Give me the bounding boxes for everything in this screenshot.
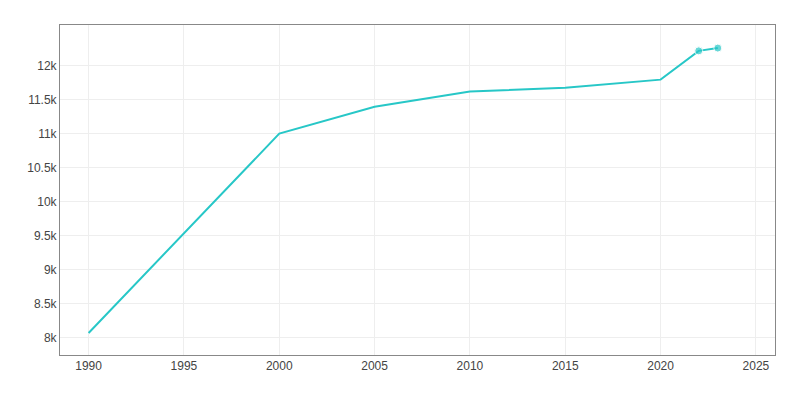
svg-text:11.5k: 11.5k bbox=[28, 93, 57, 107]
svg-text:2010: 2010 bbox=[457, 359, 484, 373]
svg-text:9.5k: 9.5k bbox=[34, 229, 58, 243]
svg-text:10.5k: 10.5k bbox=[27, 161, 57, 175]
svg-text:1995: 1995 bbox=[171, 359, 198, 373]
svg-text:2020: 2020 bbox=[647, 359, 674, 373]
svg-text:1990: 1990 bbox=[75, 359, 102, 373]
svg-text:8k: 8k bbox=[44, 331, 58, 345]
svg-text:2005: 2005 bbox=[361, 359, 388, 373]
svg-text:8.5k: 8.5k bbox=[34, 297, 58, 311]
svg-text:12k: 12k bbox=[37, 59, 57, 73]
svg-text:2025: 2025 bbox=[743, 359, 770, 373]
svg-text:2000: 2000 bbox=[266, 359, 293, 373]
svg-text:2015: 2015 bbox=[552, 359, 579, 373]
svg-text:10k: 10k bbox=[37, 195, 57, 209]
svg-text:9k: 9k bbox=[44, 263, 58, 277]
svg-text:11k: 11k bbox=[38, 127, 57, 141]
